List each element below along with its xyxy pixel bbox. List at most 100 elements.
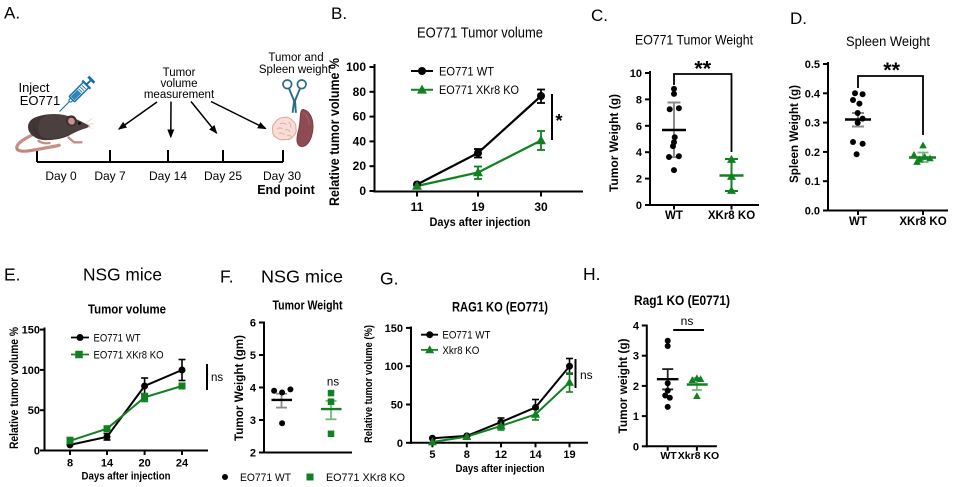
svg-text:8: 8 bbox=[67, 458, 73, 470]
svg-text:ns: ns bbox=[580, 368, 593, 382]
svg-text:14: 14 bbox=[529, 449, 542, 461]
svg-text:100: 100 bbox=[22, 365, 40, 377]
svg-text:4: 4 bbox=[633, 321, 640, 333]
svg-text:ns: ns bbox=[327, 377, 339, 389]
svg-text:40: 40 bbox=[353, 134, 367, 148]
svg-text:Day 30: Day 30 bbox=[263, 169, 301, 183]
svg-text:4: 4 bbox=[250, 383, 257, 395]
svg-text:30: 30 bbox=[534, 200, 548, 214]
svg-text:3: 3 bbox=[633, 351, 639, 363]
svg-text:Tumor volume: Tumor volume bbox=[88, 302, 166, 317]
svg-text:E.: E. bbox=[4, 265, 21, 285]
svg-text:2: 2 bbox=[250, 448, 256, 460]
svg-text:EO771 WT: EO771 WT bbox=[240, 472, 291, 484]
svg-text:EO771 Tumor volume: EO771 Tumor volume bbox=[417, 26, 543, 42]
svg-text:Day 0: Day 0 bbox=[45, 169, 77, 183]
svg-text:**: ** bbox=[883, 58, 900, 82]
svg-text:WT: WT bbox=[849, 216, 867, 228]
svg-text:A.: A. bbox=[4, 4, 20, 23]
svg-text:Relative tumor volume %: Relative tumor volume % bbox=[327, 58, 342, 206]
svg-text:Tumor Weight (g): Tumor Weight (g) bbox=[607, 94, 621, 192]
svg-text:0.4: 0.4 bbox=[805, 88, 821, 100]
svg-text:3: 3 bbox=[250, 415, 256, 427]
svg-text:EO771 WT: EO771 WT bbox=[442, 330, 490, 342]
svg-text:Days after injection: Days after injection bbox=[430, 215, 531, 229]
svg-text:EO771 WT: EO771 WT bbox=[94, 333, 141, 345]
svg-text:Xkr8 KO: Xkr8 KO bbox=[678, 450, 719, 462]
svg-text:RAG1 KO (EO771): RAG1 KO (EO771) bbox=[452, 299, 548, 315]
svg-text:0.1: 0.1 bbox=[805, 176, 820, 188]
svg-text:NSG mice: NSG mice bbox=[83, 265, 162, 285]
svg-text:Day 14: Day 14 bbox=[149, 169, 187, 183]
svg-text:Day 7: Day 7 bbox=[94, 169, 126, 183]
svg-text:B.: B. bbox=[331, 4, 347, 23]
svg-text:60: 60 bbox=[353, 110, 367, 124]
svg-text:Tumor: Tumor bbox=[163, 67, 196, 79]
svg-text:Relative tumor volume %: Relative tumor volume % bbox=[7, 327, 21, 449]
svg-text:Xkr8 KO: Xkr8 KO bbox=[442, 345, 479, 357]
svg-text:*: * bbox=[555, 111, 562, 131]
svg-text:EO771: EO771 bbox=[20, 93, 60, 108]
svg-text:Days after injection: Days after injection bbox=[82, 471, 171, 483]
svg-text:2: 2 bbox=[636, 174, 642, 186]
svg-text:50: 50 bbox=[28, 405, 40, 417]
svg-text:0.0: 0.0 bbox=[805, 206, 820, 218]
svg-text:5: 5 bbox=[429, 449, 435, 461]
svg-text:14: 14 bbox=[101, 458, 114, 470]
svg-text:EO771 Tumor Weight: EO771 Tumor Weight bbox=[635, 32, 753, 48]
svg-text:24: 24 bbox=[176, 458, 189, 470]
svg-text:0: 0 bbox=[359, 184, 366, 198]
svg-text:0.5: 0.5 bbox=[805, 59, 820, 71]
svg-text:6: 6 bbox=[250, 318, 256, 330]
svg-text:2: 2 bbox=[633, 381, 639, 393]
svg-text:Tumor weight (g): Tumor weight (g) bbox=[616, 339, 630, 434]
svg-text:Day 25: Day 25 bbox=[204, 169, 242, 183]
svg-text:Tumor and: Tumor and bbox=[268, 52, 323, 64]
svg-text:**: ** bbox=[694, 57, 711, 81]
svg-text:Relative tumor volume (%): Relative tumor volume (%) bbox=[363, 325, 375, 443]
svg-text:H.: H. bbox=[583, 264, 601, 284]
svg-text:ns: ns bbox=[211, 372, 223, 384]
svg-text:Inject: Inject bbox=[18, 80, 49, 95]
svg-text:80: 80 bbox=[353, 85, 367, 99]
svg-text:19: 19 bbox=[471, 200, 485, 214]
svg-text:Rag1 KO (E0771): Rag1 KO (E0771) bbox=[634, 292, 730, 308]
svg-text:20: 20 bbox=[353, 159, 367, 173]
svg-text:0: 0 bbox=[636, 200, 642, 212]
svg-text:10: 10 bbox=[630, 68, 642, 80]
svg-text:4: 4 bbox=[636, 147, 643, 159]
svg-text:1: 1 bbox=[633, 411, 639, 423]
svg-text:0.3: 0.3 bbox=[805, 118, 820, 130]
svg-text:G.: G. bbox=[380, 269, 398, 289]
svg-text:50: 50 bbox=[391, 400, 403, 412]
svg-text:Spleen weight: Spleen weight bbox=[259, 64, 332, 76]
svg-text:100: 100 bbox=[385, 361, 403, 373]
svg-text:Spleen Weight (g): Spleen Weight (g) bbox=[787, 85, 801, 183]
svg-text:19: 19 bbox=[563, 449, 575, 461]
svg-text:8: 8 bbox=[464, 449, 470, 461]
svg-text:WT: WT bbox=[665, 210, 683, 222]
svg-text:8: 8 bbox=[636, 94, 642, 106]
svg-text:volume: volume bbox=[160, 78, 197, 90]
svg-text:D.: D. bbox=[790, 9, 807, 28]
svg-text:C.: C. bbox=[591, 6, 608, 25]
svg-text:100: 100 bbox=[346, 60, 366, 74]
svg-text:6: 6 bbox=[636, 121, 642, 133]
svg-text:Spleen Weight: Spleen Weight bbox=[846, 33, 930, 49]
svg-text:Days after injection: Days after injection bbox=[456, 463, 545, 475]
svg-text:0: 0 bbox=[397, 438, 403, 450]
svg-text:XKr8 KO: XKr8 KO bbox=[708, 210, 755, 222]
svg-text:20: 20 bbox=[138, 458, 150, 470]
svg-text:150: 150 bbox=[385, 323, 403, 335]
svg-text:EO771 XKr8 KO: EO771 XKr8 KO bbox=[326, 472, 405, 484]
svg-text:ns: ns bbox=[681, 314, 694, 328]
svg-text:0.2: 0.2 bbox=[805, 147, 820, 159]
svg-text:12: 12 bbox=[495, 449, 507, 461]
svg-text:150: 150 bbox=[22, 325, 40, 337]
svg-text:End point: End point bbox=[257, 183, 315, 197]
svg-text:0: 0 bbox=[633, 441, 639, 453]
svg-text:Tumor Weight (gm): Tumor Weight (gm) bbox=[232, 335, 246, 441]
svg-text:11: 11 bbox=[411, 200, 424, 214]
svg-text:EO771 WT: EO771 WT bbox=[439, 65, 495, 79]
svg-text:measurement: measurement bbox=[144, 89, 215, 101]
